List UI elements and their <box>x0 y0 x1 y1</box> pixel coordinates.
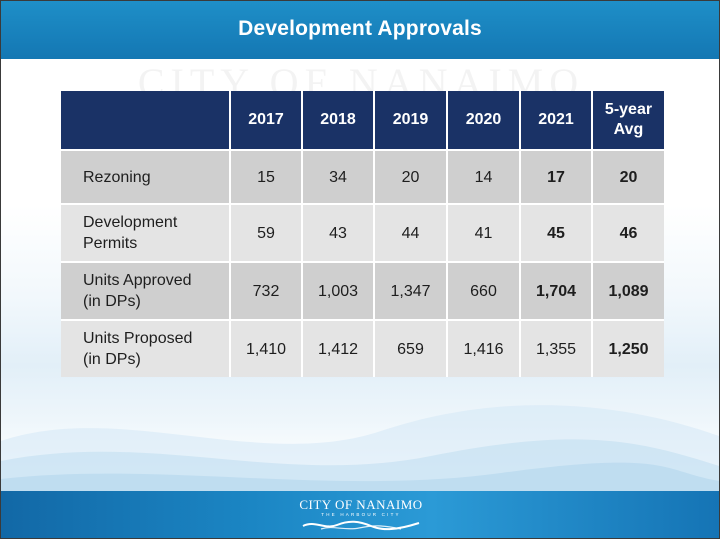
row-label-line2: (in DPs) <box>83 351 141 368</box>
title-bar: Development Approvals <box>1 1 719 59</box>
logo-wave-icon <box>302 520 420 531</box>
row-label-line1: Development <box>83 214 178 231</box>
table-cell: 1,410 <box>229 319 302 377</box>
table-cell: 1,412 <box>301 319 374 377</box>
table-cell: 14 <box>446 149 520 204</box>
table-cell: 1,347 <box>373 261 447 320</box>
table-cell: 44 <box>373 203 447 262</box>
header-cell-2019: 2019 <box>373 91 447 150</box>
row-label: Units Approved (in DPs) <box>61 261 230 320</box>
table-row-development-permits: Development Permits 59 43 44 41 45 46 <box>61 203 664 262</box>
logo-name: CITY OF NANAIMO <box>299 497 423 512</box>
table-cell: 1,416 <box>446 319 520 377</box>
table-cell: 59 <box>229 203 302 262</box>
table-cell: 1,003 <box>301 261 374 320</box>
table-cell: 43 <box>301 203 374 262</box>
table-cell: 15 <box>229 149 302 204</box>
table-cell-avg: 1,250 <box>591 319 664 377</box>
table-cell: 659 <box>373 319 447 377</box>
table-row-units-proposed: Units Proposed (in DPs) 1,410 1,412 659 … <box>61 319 664 377</box>
row-label-line1: Rezoning <box>83 168 151 186</box>
row-label-line1: Units Proposed <box>83 330 193 347</box>
development-approvals-table: 2017 2018 2019 2020 2021 5-year Avg Rezo… <box>61 91 664 377</box>
table-cell: 45 <box>519 203 592 262</box>
row-label: Rezoning <box>61 149 230 204</box>
table-cell-avg: 20 <box>591 149 664 204</box>
row-label: Development Permits <box>61 203 230 262</box>
table-cell: 34 <box>301 149 374 204</box>
header-cell-5-year-avg: 5-year Avg <box>591 91 664 150</box>
table-row-units-approved: Units Approved (in DPs) 732 1,003 1,347 … <box>61 261 664 320</box>
logo-tagline: THE HARBOUR CITY <box>321 512 401 517</box>
row-label-line2: Permits <box>83 235 138 252</box>
row-label-line2: (in DPs) <box>83 293 141 310</box>
table-cell: 1,704 <box>519 261 592 320</box>
table-cell-avg: 1,089 <box>591 261 664 320</box>
header-row: 2017 2018 2019 2020 2021 5-year Avg <box>61 91 664 150</box>
watermark-text: CITY OF NANAIMO <box>137 60 585 93</box>
table-cell: 20 <box>373 149 447 204</box>
table-cell: 1,355 <box>519 319 592 377</box>
table-cell: 41 <box>446 203 520 262</box>
header-cell-2018: 2018 <box>301 91 374 150</box>
header-cell-2020: 2020 <box>446 91 520 150</box>
footer-bar <box>1 491 719 538</box>
table-cell: 660 <box>446 261 520 320</box>
header-cell-2021: 2021 <box>519 91 592 150</box>
row-label-line1: Units Approved <box>83 272 192 289</box>
city-logo: CITY OF NANAIMO THE HARBOUR CITY <box>291 495 431 535</box>
slide-title: Development Approvals <box>238 17 482 40</box>
header-cell-2017: 2017 <box>229 91 302 150</box>
table-cell: 732 <box>229 261 302 320</box>
header-avg-line1: 5-year <box>604 101 653 118</box>
table-cell-avg: 46 <box>591 203 664 262</box>
table-cell: 17 <box>519 149 592 204</box>
row-label: Units Proposed (in DPs) <box>61 319 230 377</box>
background-wave-decoration <box>1 405 719 501</box>
table-row-rezoning: Rezoning 15 34 20 14 17 20 <box>61 149 664 204</box>
header-avg-line2: Avg <box>613 121 644 138</box>
header-cell-corner <box>61 91 230 150</box>
